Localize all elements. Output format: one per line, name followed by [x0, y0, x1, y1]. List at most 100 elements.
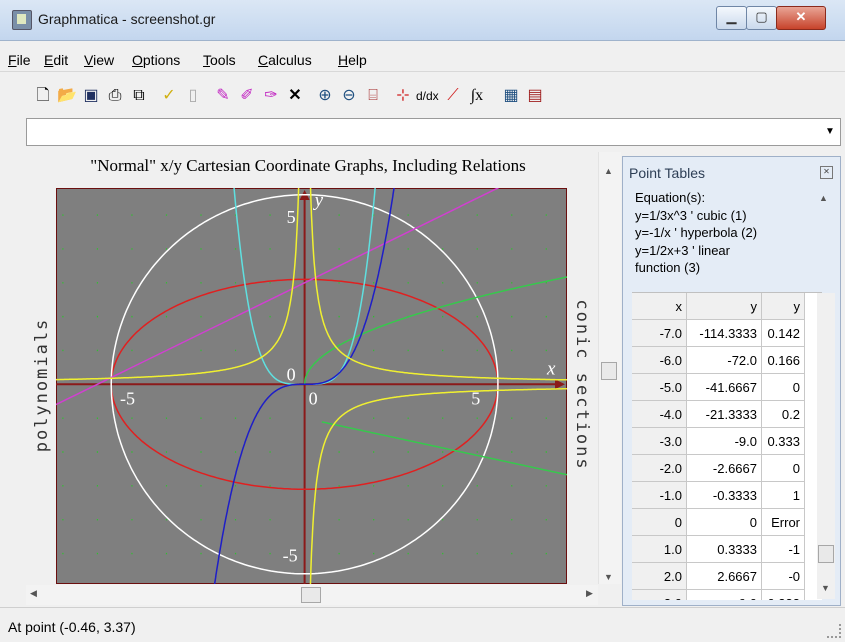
print-icon[interactable]: ⎙	[108, 87, 122, 104]
scroll-down-icon[interactable]: ▼	[604, 572, 613, 582]
menu-file[interactable]: File	[8, 52, 31, 68]
tick-label-x-neg: -5	[120, 388, 135, 408]
menu-edit[interactable]: Edit	[44, 52, 69, 68]
integral-icon[interactable]: ∫x	[470, 87, 484, 104]
table-cell[interactable]: -9.0	[686, 427, 762, 455]
minimize-icon: ▁	[726, 9, 737, 24]
table-cell[interactable]: 2.0	[632, 562, 687, 590]
scroll-up-icon[interactable]: ▲	[819, 193, 828, 203]
table-cell[interactable]: 1	[761, 481, 805, 509]
table-cell[interactable]: -114.3333	[686, 319, 762, 347]
scroll-thumb[interactable]	[601, 362, 617, 380]
tick-label-y-pos: 5	[287, 207, 296, 227]
table-cell[interactable]: -21.3333	[686, 400, 762, 428]
table-row[interactable]: 2.0 2.6667 -0	[632, 562, 805, 590]
table-cell[interactable]: -0.3333	[686, 481, 762, 509]
zoom-in-icon[interactable]: ⊕	[318, 87, 332, 104]
maximize-button[interactable]: ▢	[746, 6, 777, 30]
delete-icon[interactable]: ✕	[288, 87, 302, 104]
graph-vertical-scrollbar[interactable]: ▲ ▼	[598, 152, 621, 584]
table-cell[interactable]: -1.0	[632, 481, 687, 509]
table-icon[interactable]: ▦	[503, 87, 519, 104]
save-icon[interactable]: ▣	[83, 87, 99, 104]
table-row[interactable]: 1.0 0.3333 -1	[632, 535, 805, 563]
table-cell[interactable]: -6.0	[632, 346, 687, 374]
table-cell[interactable]: -3.0	[632, 427, 687, 455]
tangent-icon[interactable]: ⟋	[447, 87, 459, 104]
table-cell[interactable]: -5.0	[632, 373, 687, 401]
derivative-icon[interactable]: d/dx	[416, 89, 439, 103]
table-cell[interactable]: 9.0	[686, 589, 762, 600]
table-row[interactable]: -1.0 -0.3333 1	[632, 481, 805, 509]
scroll-down-icon[interactable]: ▼	[821, 583, 830, 593]
menu-calculus[interactable]: Calculus	[258, 52, 312, 68]
table-cell[interactable]: -72.0	[686, 346, 762, 374]
data-plot-icon[interactable]: ▤	[527, 87, 543, 104]
menu-tools[interactable]: Tools	[203, 52, 236, 68]
point-table-grid[interactable]: x y y -7.0 -114.3333 0.142 -6.0 -72.0 0.166 -5…	[632, 292, 822, 600]
table-cell[interactable]: 3.0	[632, 589, 687, 600]
menu-help[interactable]: Help	[338, 52, 367, 68]
table-cell[interactable]: -41.6667	[686, 373, 762, 401]
scroll-right-icon[interactable]: ▶	[586, 588, 593, 598]
equation-input[interactable]: ▼	[26, 118, 841, 146]
erase-icon[interactable]: ✐	[240, 87, 254, 104]
table-vertical-scrollbar[interactable]: ▼	[817, 293, 835, 599]
graph-horizontal-scrollbar[interactable]: ◀ ▶	[26, 585, 598, 605]
minimize-button[interactable]: ▁	[716, 6, 747, 30]
column-header[interactable]: x	[632, 293, 687, 320]
table-cell[interactable]: -2.6667	[686, 454, 762, 482]
table-row[interactable]: -6.0 -72.0 0.166	[632, 346, 805, 374]
graph-canvas[interactable]: -5 5 5 -5 00 x y	[56, 188, 567, 584]
scroll-left-icon[interactable]: ◀	[30, 588, 37, 598]
y-axis-label: y	[313, 190, 324, 211]
table-cell[interactable]: 0.333	[761, 427, 805, 455]
grid-range-icon[interactable]: ⌸	[368, 87, 378, 104]
table-cell[interactable]: 0.142	[761, 319, 805, 347]
table-row[interactable]: -2.0 -2.6667 0	[632, 454, 805, 482]
check-icon[interactable]: ✓	[162, 87, 176, 104]
table-cell[interactable]: 0.2	[761, 400, 805, 428]
table-cell[interactable]: -2.0	[632, 454, 687, 482]
table-cell[interactable]: 0	[761, 454, 805, 482]
table-row[interactable]: -3.0 -9.0 0.333	[632, 427, 805, 455]
resize-grip-icon[interactable]	[827, 624, 841, 638]
copy-icon[interactable]: ⧉	[133, 87, 145, 104]
point-icon[interactable]: ⊹	[396, 87, 410, 104]
panel-close-icon[interactable]: ✕	[820, 166, 833, 179]
table-cell[interactable]: 0	[632, 508, 687, 536]
table-cell[interactable]: -4.0	[632, 400, 687, 428]
new-file-icon[interactable]: 🗋	[36, 87, 50, 104]
menu-options[interactable]: Options	[132, 52, 181, 68]
dropdown-arrow-icon[interactable]: ▼	[825, 126, 835, 137]
scroll-thumb[interactable]	[818, 545, 834, 563]
table-row[interactable]: 3.09.0-0.333	[632, 589, 805, 600]
redraw-icon[interactable]: ✎	[216, 87, 230, 104]
table-row[interactable]: -5.0 -41.6667 0	[632, 373, 805, 401]
table-cell[interactable]: -1	[761, 535, 805, 563]
clear-icon[interactable]: ✑	[264, 87, 278, 104]
table-cell[interactable]: 0.3333	[686, 535, 762, 563]
scroll-icon[interactable]: ▯	[188, 87, 198, 104]
open-file-icon[interactable]: 📂	[57, 87, 77, 104]
scroll-thumb[interactable]	[301, 587, 321, 603]
column-header[interactable]: y	[686, 293, 762, 320]
table-row[interactable]: 0 0 Error	[632, 508, 805, 536]
table-cell[interactable]: 0.166	[761, 346, 805, 374]
table-cell[interactable]: -7.0	[632, 319, 687, 347]
table-cell[interactable]: -0.333	[761, 589, 805, 600]
table-cell[interactable]: -0	[761, 562, 805, 590]
table-cell[interactable]: 1.0	[632, 535, 687, 563]
table-cell[interactable]: 2.6667	[686, 562, 762, 590]
table-cell[interactable]: 0	[761, 373, 805, 401]
close-button[interactable]: ✕	[776, 6, 826, 30]
menu-view[interactable]: View	[84, 52, 115, 68]
scroll-up-icon[interactable]: ▲	[604, 166, 613, 176]
table-cell[interactable]: 0	[686, 508, 762, 536]
table-row[interactable]: -7.0 -114.3333 0.142	[632, 319, 805, 347]
table-row[interactable]: -4.0 -21.3333 0.2	[632, 400, 805, 428]
hyperbola-curve-left	[56, 188, 300, 381]
table-cell[interactable]: Error	[761, 508, 805, 536]
column-header[interactable]: y	[761, 293, 805, 320]
zoom-out-icon[interactable]: ⊖	[342, 87, 356, 104]
